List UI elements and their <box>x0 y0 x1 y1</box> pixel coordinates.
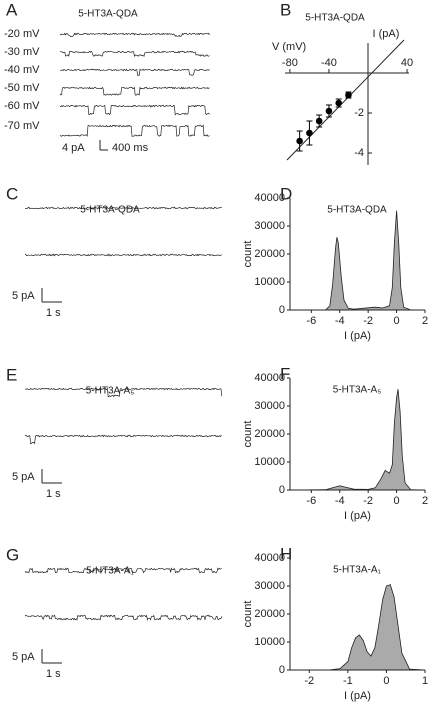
y-tick-label: 30000 <box>254 220 285 232</box>
current-trace <box>24 206 222 210</box>
y-tick-label: 0 <box>279 484 285 496</box>
current-trace <box>24 387 223 398</box>
x-tick-label: 1 <box>422 675 428 687</box>
x-tick-label: -40 <box>321 57 337 69</box>
data-point <box>325 107 333 115</box>
scale-current: 5 pA <box>12 290 35 302</box>
x-axis-label: I (pA) <box>344 690 371 702</box>
chart-title: 5-HT3A-A₅ <box>333 385 381 396</box>
scale-current: 5 pA <box>12 471 35 483</box>
y-tick-label: 20000 <box>254 608 285 620</box>
current-trace <box>59 104 210 116</box>
voltage-label: -50 mV <box>4 82 40 94</box>
y-tick-label: 40000 <box>254 552 285 564</box>
y-tick-label: 40000 <box>254 372 285 384</box>
chart-title: 5-HT3A-QDA <box>305 13 365 24</box>
x-tick-label: -2 <box>304 675 314 687</box>
voltage-label: -30 mV <box>4 46 40 58</box>
x-axis-label: I (pA) <box>344 510 371 522</box>
x-tick-label: 2 <box>422 495 428 507</box>
y-tick-label: 10000 <box>254 636 285 648</box>
panel-title: 5-HT3A-QDA <box>80 205 140 216</box>
x-tick-label: -6 <box>306 495 316 507</box>
histogram-area <box>290 584 426 671</box>
panel-title: 5-HT3A-A₅ <box>86 386 134 397</box>
panel-title: 5-HT3A-QDA <box>78 9 138 20</box>
scale-time: 1 s <box>46 668 61 680</box>
x-tick-label: 40 <box>401 57 413 69</box>
scale-time: 1 s <box>46 488 61 500</box>
y-tick-label: 10000 <box>254 276 285 288</box>
x-tick-label: 0 <box>394 315 400 327</box>
y-tick-label: 40000 <box>254 192 285 204</box>
voltage-label: -70 mV <box>4 120 40 132</box>
voltage-label: -40 mV <box>4 64 40 76</box>
current-trace <box>24 253 222 257</box>
y-axis-label: count <box>242 241 254 268</box>
histogram-area <box>297 210 425 311</box>
panel-label: H <box>280 544 292 563</box>
data-point <box>345 91 352 99</box>
x-tick-label: -4 <box>335 315 345 327</box>
current-trace <box>59 124 210 137</box>
chart-title: 5-HT3A-QDA <box>327 205 387 216</box>
current-trace <box>24 614 223 621</box>
panel-label: E <box>6 365 17 384</box>
panel-label: A <box>6 0 18 19</box>
current-trace <box>59 86 210 96</box>
x-tick-label: 0 <box>383 675 389 687</box>
panel-label: F <box>280 364 290 383</box>
y-tick-label: 30000 <box>254 580 285 592</box>
data-point <box>296 137 303 145</box>
x-tick-label: -2 <box>363 495 373 507</box>
voltage-label: -20 mV <box>4 28 40 40</box>
panel-label: B <box>280 0 291 19</box>
y-axis-label: count <box>242 601 254 628</box>
y-tick-label: 10000 <box>254 456 285 468</box>
data-point <box>335 99 343 107</box>
current-trace <box>59 68 210 76</box>
scale-time: 1 s <box>46 307 61 319</box>
current-trace <box>59 50 210 58</box>
panel-title: 5-HT3A-A₁ <box>86 566 134 577</box>
x-tick-label: -4 <box>335 495 345 507</box>
y-tick-label: 20000 <box>254 248 285 260</box>
x-axis-label: I (pA) <box>344 330 371 342</box>
panel-label: D <box>280 184 292 203</box>
voltage-label: -60 mV <box>4 100 40 112</box>
scale-current: 5 pA <box>12 651 35 663</box>
x-axis-label: V (mV) <box>272 41 306 53</box>
current-trace <box>24 434 222 445</box>
x-tick-label: -80 <box>282 57 298 69</box>
y-tick-label: -2 <box>354 107 364 119</box>
y-axis-label: I (pA) <box>373 28 400 40</box>
current-trace <box>59 32 210 38</box>
y-tick-label: 0 <box>279 664 285 676</box>
scale-current: 4 pA <box>62 142 85 154</box>
x-tick-label: 2 <box>422 315 428 327</box>
chart-title: 5-HT3A-A₁ <box>333 565 381 576</box>
current-trace <box>24 567 222 574</box>
fit-line <box>286 39 405 161</box>
scale-time: 400 ms <box>112 142 149 154</box>
x-tick-label: -6 <box>306 315 316 327</box>
y-tick-label: 0 <box>279 304 285 316</box>
data-point <box>315 117 323 125</box>
y-tick-label: 30000 <box>254 400 285 412</box>
x-tick-label: -2 <box>363 315 373 327</box>
y-tick-label: -4 <box>354 147 364 159</box>
panel-label: C <box>6 184 18 203</box>
x-tick-label: 0 <box>394 495 400 507</box>
y-axis-label: count <box>242 421 254 448</box>
histogram-area <box>297 389 426 491</box>
y-tick-label: 20000 <box>254 428 285 440</box>
data-point <box>306 129 313 137</box>
panel-label: G <box>6 545 19 564</box>
x-tick-label: -1 <box>343 675 353 687</box>
